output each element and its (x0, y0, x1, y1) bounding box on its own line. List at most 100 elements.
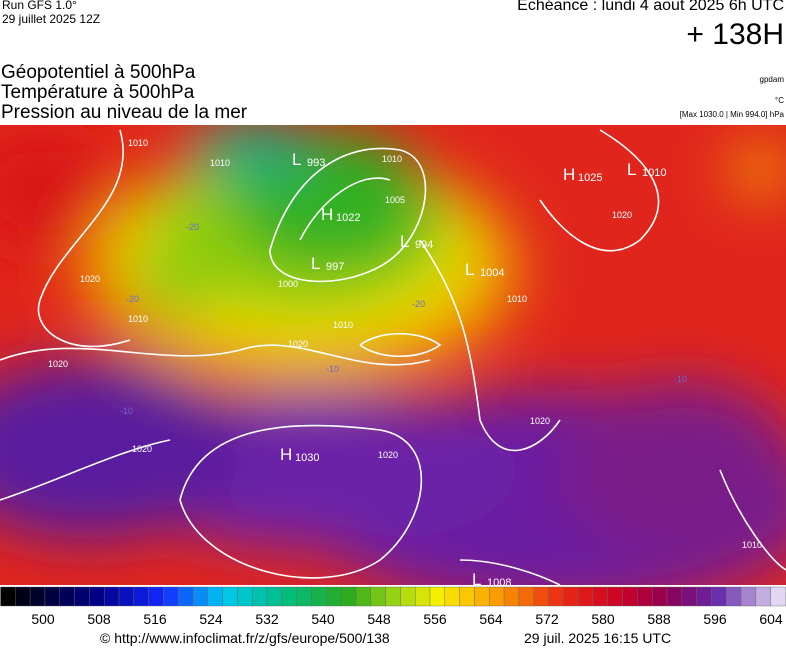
colorbar-swatch (444, 586, 460, 607)
center-pressure: 994 (415, 239, 433, 251)
colorbar-swatch (459, 586, 475, 607)
colorbar-swatch (474, 586, 490, 607)
center-pressure: 1025 (578, 172, 602, 184)
colorbar: 500 508 516 524 532 540 548 556 564 572 580 588 596 6… (0, 586, 786, 627)
contour-label: 1020 (48, 359, 68, 369)
colorbar-swatch (651, 586, 668, 607)
contour-label: 1020 (288, 339, 308, 349)
unit-temp: °C (775, 96, 784, 105)
colorbar-swatch (15, 586, 31, 607)
colorbar-tick-label: 532 (255, 611, 279, 627)
center-pressure: 1030 (295, 452, 319, 464)
colorbar-tick-label: 596 (703, 611, 727, 627)
contour-label: -10 (674, 374, 687, 384)
center-letter: L (465, 260, 474, 279)
contour-label: 1010 (128, 314, 148, 324)
run-date: 29 juillet 2025 12Z (2, 12, 101, 26)
contour-label: 1005 (385, 195, 405, 205)
colorbar-swatch (607, 586, 623, 607)
colorbar-swatch (726, 586, 742, 607)
colorbar-swatch (563, 586, 579, 607)
center-pressure: 1008 (487, 577, 511, 589)
contour-label: 1010 (333, 320, 353, 330)
center-pressure: 1004 (480, 267, 504, 279)
isobars (0, 129, 786, 585)
center-pressure: 997 (326, 261, 344, 273)
colorbar-swatch (533, 586, 549, 607)
colorbar-swatch (148, 586, 164, 607)
colorbar-swatch (637, 586, 653, 607)
colorbar-swatch (74, 586, 90, 607)
colorbar-swatch (370, 586, 386, 607)
title-2: Température à 500hPa (1, 82, 195, 103)
contour-label: 1020 (132, 444, 152, 454)
center-letter: H (563, 165, 575, 184)
colorbar-swatch (89, 586, 105, 607)
lead-time: + 138H (686, 18, 784, 51)
title-1: Géopotentiel à 500hPa (1, 62, 196, 83)
contour-label: 1020 (612, 210, 632, 220)
colorbar-swatch (711, 586, 727, 607)
contour-label: -20 (412, 299, 425, 309)
colorbar-swatch (237, 586, 253, 607)
contour-label: 1010 (210, 158, 230, 168)
colorbar-swatch (133, 586, 149, 607)
colorbar-tick-label: 500 (31, 611, 55, 627)
center-letter: L (400, 232, 409, 251)
center-letter: H (280, 445, 292, 464)
center-letter: H (321, 205, 333, 224)
contour-label: 1010 (742, 540, 762, 550)
colorbar-swatch (222, 586, 238, 607)
colorbar-swatch (252, 586, 268, 607)
colorbar-tick-label: 604 (759, 611, 783, 627)
colorbar-swatch (666, 586, 683, 607)
colorbar-tick-label: 572 (535, 611, 559, 627)
colorbar-swatch (0, 586, 16, 607)
colorbar-swatch (281, 586, 297, 607)
colorbar-tick-label: 556 (423, 611, 447, 627)
contour-label: 1010 (382, 154, 402, 164)
center-pressure: 1010 (642, 167, 666, 179)
center-letter: L (627, 160, 636, 179)
contour-label: 1020 (378, 450, 398, 460)
contour-label: 1020 (530, 416, 550, 426)
colorbar-tick-label: 564 (479, 611, 503, 627)
colorbar-swatch (385, 586, 401, 607)
contour-label: 1010 (507, 294, 527, 304)
contour-label: -20 (126, 294, 139, 304)
colorbar-swatch (311, 586, 327, 607)
colorbar-swatch (44, 586, 60, 607)
colorbar-swatch (340, 586, 357, 607)
colorbar-swatch (489, 586, 505, 607)
colorbar-tick-label: 580 (591, 611, 615, 627)
contour-label: 1020 (80, 274, 100, 284)
unit-pressure: [Max 1030.0 | Min 994.0] hPa (679, 110, 784, 119)
title-3: Pression au niveau de la mer (1, 102, 248, 123)
contour-label: 1010 (128, 138, 148, 148)
colorbar-tick-label: 548 (367, 611, 391, 627)
colorbar-tick-label: 588 (647, 611, 671, 627)
colorbar-swatch (103, 586, 120, 607)
center-letter: L (311, 254, 320, 273)
colorbar-swatch (592, 586, 608, 607)
center-pressure: 1022 (336, 212, 360, 224)
colorbar-swatch (503, 586, 520, 607)
field (0, 125, 786, 585)
colorbar-swatch (740, 586, 757, 607)
colorbar-swatch (266, 586, 283, 607)
colorbar-tick-label: 540 (311, 611, 335, 627)
colorbar-swatch (192, 586, 209, 607)
colorbar-swatch (429, 586, 446, 607)
contour-label: -20 (186, 222, 199, 232)
center-letter: L (292, 150, 301, 169)
unit-gpdam: gpdam (759, 75, 784, 84)
colorbar-swatch (518, 586, 534, 607)
colorbar-swatch (178, 586, 194, 607)
colorbar-swatch (326, 586, 342, 607)
run-label: Run GFS 1.0° (2, 0, 77, 12)
footer-timestamp: 29 juil. 2025 16:15 UTC (524, 630, 672, 646)
colorbar-swatch (29, 586, 46, 607)
center-letter: L (472, 570, 481, 589)
colorbar-swatch (163, 586, 179, 607)
